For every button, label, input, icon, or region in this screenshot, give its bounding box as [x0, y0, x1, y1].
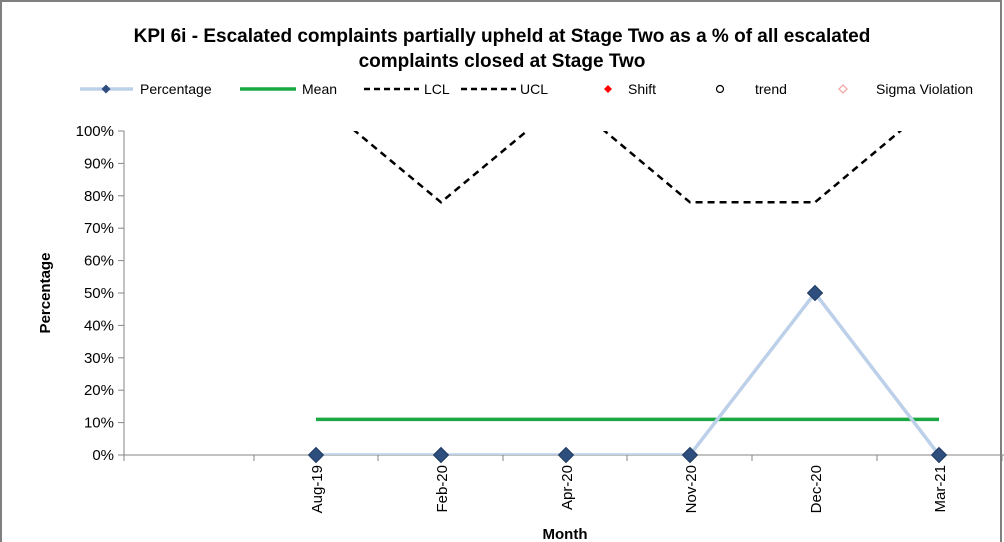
y-axis: 0% 10% 20% 30% 40% 50% 60% 70% 80% 90% 100%	[76, 123, 125, 464]
y-tick-label: 50%	[84, 285, 114, 302]
ucl-line	[353, 131, 903, 204]
percentage-point	[307, 446, 325, 464]
x-axis-title: Month	[543, 526, 588, 542]
legend-lcl-label: LCL	[424, 81, 450, 97]
legend-trend-marker	[715, 84, 725, 94]
x-tick-label: Dec-20	[808, 465, 825, 513]
chart-title-line2: complaints closed at Stage Two	[358, 51, 646, 72]
legend-percentage-marker	[101, 84, 111, 94]
y-tick-label: 70%	[84, 220, 114, 237]
chart-title: KPI 6i - Escalated complaints partially …	[0, 24, 1004, 74]
x-tick-label: Aug-19	[309, 465, 326, 513]
legend-sigma-marker	[838, 84, 848, 94]
markers	[307, 284, 948, 464]
legend-shift-marker	[604, 85, 612, 93]
y-tick-label: 0%	[92, 447, 114, 464]
y-tick-label: 40%	[84, 317, 114, 334]
legend-mean-label: Mean	[302, 81, 337, 97]
y-tick-label: 80%	[84, 188, 114, 205]
x-tick-label: Mar-21	[932, 465, 949, 513]
legend-sigma-label: Sigma Violation	[876, 81, 973, 97]
legend-ucl-label: UCL	[520, 81, 548, 97]
y-tick-label: 90%	[84, 155, 114, 172]
legend-percentage-label: Percentage	[140, 81, 212, 97]
percentage-point	[806, 284, 824, 302]
x-tick-label: Feb-20	[434, 465, 451, 513]
x-axis: Aug-19 Feb-20 Apr-20 Nov-20 Dec-20 Mar-21	[123, 454, 1004, 513]
y-tick-label: 10%	[84, 415, 114, 432]
y-axis-title: Percentage	[37, 253, 54, 334]
legend: Percentage Mean LCL UCL Shift trend Sigma Viol…	[80, 81, 973, 97]
legend-shift-label: Shift	[628, 81, 656, 97]
percentage-point	[432, 446, 450, 464]
y-tick-label: 20%	[84, 382, 114, 399]
y-tick-label: 30%	[84, 350, 114, 367]
legend-trend-label: trend	[755, 81, 787, 97]
chart-title-line1: KPI 6i - Escalated complaints partially …	[133, 26, 871, 47]
plot-area	[316, 131, 941, 455]
y-tick-label: 60%	[84, 253, 114, 270]
percentage-point	[930, 446, 948, 464]
percentage-line	[316, 290, 941, 455]
y-tick-label: 100%	[76, 123, 114, 140]
percentage-point	[557, 446, 575, 464]
x-tick-label: Apr-20	[559, 465, 576, 510]
x-tick-label: Nov-20	[683, 465, 700, 513]
percentage-point	[681, 446, 699, 464]
